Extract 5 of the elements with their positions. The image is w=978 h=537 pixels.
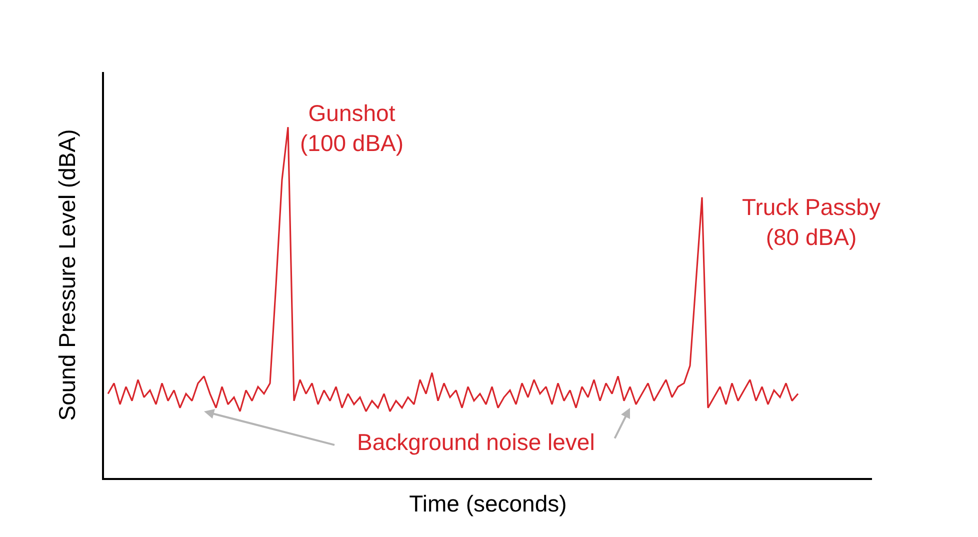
annotation: Background noise level [357,429,595,455]
x-axis-title: Time (seconds) [409,490,567,516]
y-axis-title: Sound Pressure Level (dBA) [54,129,80,421]
annotation: Gunshot (100 dBA) [300,100,404,156]
annotation: Truck Passby (80 dBA) [742,194,881,250]
